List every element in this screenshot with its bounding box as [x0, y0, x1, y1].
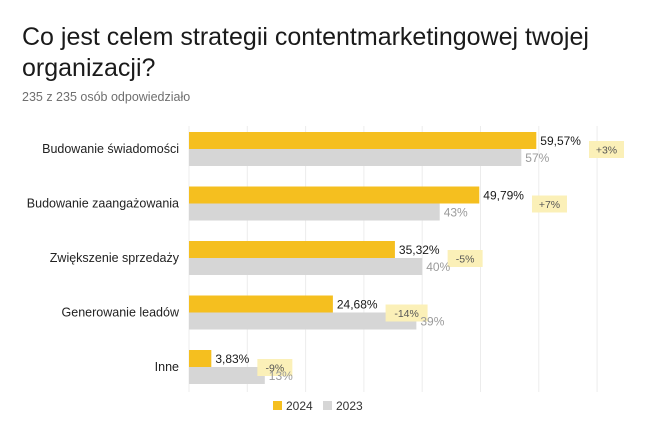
change-badge	[447, 250, 483, 267]
value-label-2023: 43%	[444, 206, 468, 220]
bar-2024	[189, 350, 212, 367]
category-label: Budowanie świadomości	[42, 142, 179, 156]
bar-2023	[189, 258, 423, 275]
change-badge	[531, 195, 567, 213]
value-label-2023: 57%	[525, 151, 549, 165]
category-label: Budowanie zaangażowania	[27, 197, 179, 211]
value-label-2024: 35,32%	[399, 243, 440, 257]
labels: Budowanie świadomości 59,57% 57% +3% Budowan…	[27, 134, 617, 383]
change-label: -9%	[266, 363, 285, 375]
bar-2023	[189, 312, 417, 330]
change-badge	[385, 304, 428, 322]
bar-2024	[189, 295, 333, 313]
category-label: Inne	[155, 360, 179, 374]
bar-2023	[189, 367, 265, 384]
value-label-2024: 3,83%	[215, 352, 249, 366]
bar-2024	[189, 132, 537, 149]
chart-subtitle: 235 z 235 osób odpowiedziało	[22, 90, 191, 104]
chart-title: Co jest celem strategii contentmarketing…	[22, 23, 589, 82]
category-label: Generowanie leadów	[62, 306, 180, 320]
change-label: -14%	[394, 308, 419, 320]
change-label: -5%	[456, 254, 475, 266]
legend-label-2024: 2024	[286, 399, 313, 413]
change-label: +7%	[539, 199, 560, 211]
value-label-2024: 59,57%	[540, 134, 581, 148]
change-badge	[588, 141, 624, 158]
category-label: Zwiększenie sprzedaży	[50, 251, 180, 265]
bar-2023	[189, 149, 522, 166]
change-label: +3%	[596, 145, 617, 157]
value-label-2023: 13%	[269, 369, 293, 383]
bar-2024	[189, 241, 395, 258]
legend-swatch-2023	[323, 401, 332, 410]
value-label-2023: 39%	[420, 315, 444, 329]
bar-2023	[189, 203, 440, 221]
change-badge	[257, 359, 293, 376]
legend: 2024 2023	[273, 399, 363, 413]
value-label-2024: 24,68%	[337, 298, 378, 312]
bar-2024	[189, 186, 480, 204]
value-label-2023: 40%	[426, 260, 450, 274]
legend-swatch-2024	[273, 401, 282, 410]
bars	[189, 132, 624, 384]
legend-label-2023: 2023	[336, 399, 363, 413]
value-label-2024: 49,79%	[483, 189, 524, 203]
